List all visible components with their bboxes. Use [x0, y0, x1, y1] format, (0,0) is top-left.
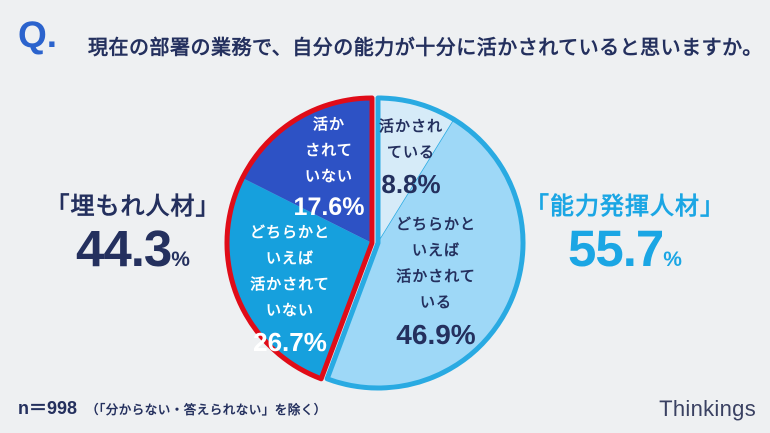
slice-label-somewhat-utilized: どちらかと いえば 活かされて いる 46.9% — [380, 212, 492, 351]
question-title: 現在の部署の業務で、自分の能力が十分に活かされていると思いますか。 — [88, 37, 763, 59]
buried-talent-summary: 「埋もれ人材」 44.3% — [28, 186, 238, 276]
sample-size-note: n＝998 （「分からない・答えられない」を除く） — [18, 394, 327, 420]
slice-value-somewhat-not-utilized: 26.7% — [253, 327, 327, 357]
thinkings-logo: Thinkings — [659, 396, 756, 421]
sample-size-value: n＝998 — [18, 398, 78, 418]
slice-value-not-utilized: 17.6% — [293, 193, 365, 221]
question-mark-label: Q. — [18, 14, 58, 55]
buried-talent-label: 「埋もれ人材」 — [45, 193, 221, 220]
ability-talent-value: 55.7% — [568, 220, 682, 277]
slice-label-utilized: 活かされ ている 8.8% — [365, 114, 457, 199]
slice-value-utilized: 8.8% — [381, 169, 441, 199]
exclusion-note: （「分からない・答えられない」を除く） — [86, 403, 327, 417]
ability-talent-summary: 「能力発揮人材」 55.7% — [520, 186, 730, 276]
buried-talent-value: 44.3% — [76, 220, 190, 277]
ability-talent-label: 「能力発揮人材」 — [525, 193, 725, 220]
percent-unit: % — [171, 248, 190, 271]
pie-svg — [224, 95, 526, 391]
slice-value-somewhat-utilized: 46.9% — [396, 319, 476, 350]
slice-label-somewhat-not-utilized: どちらかと いえば 活かされて いない 26.7% — [234, 220, 346, 357]
pie-chart: 活かされ ている 8.8% どちらかと いえば 活かされて いる 46.9% ど… — [222, 90, 528, 396]
slice-label-not-utilized: 活か されて いない 17.6% — [283, 112, 375, 222]
percent-unit: % — [663, 248, 682, 271]
